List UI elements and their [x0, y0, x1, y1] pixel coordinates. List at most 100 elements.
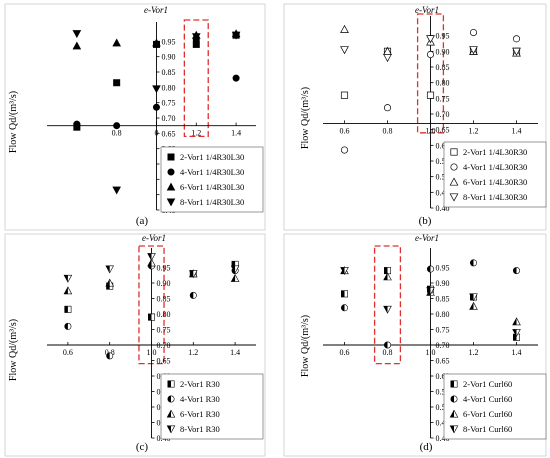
- data-point-d-s2-1: [340, 304, 348, 312]
- data-point-d-s3-2: [383, 272, 392, 281]
- legend-a: 2-Vor1 1/4R30L30 4-Vor1 1/4R30L30 6-Vor1 1…: [160, 146, 264, 213]
- legend-marker-b-2: [450, 163, 458, 171]
- y-tick-label-a: 0.85: [161, 68, 175, 77]
- y-axis-label-a: Flow Qd/(m³/s): [8, 91, 19, 153]
- data-point-c-s1-3: [148, 313, 156, 321]
- data-point-b-s2-3: [426, 50, 435, 59]
- data-point-c-s4-4: [188, 270, 198, 279]
- legend-label-a-1: 2-Vor1 1/4R30L30: [180, 152, 244, 162]
- legend-label-c-3: 6-Vor1 R30: [180, 409, 220, 419]
- legend-c: 2-Vor1 R30 4-Vor1 R30 6-Vor1 R30 8-Vor1 R30: [160, 373, 264, 440]
- x-tick-label-d: 0.8: [383, 348, 393, 357]
- data-point-a-s4-4: [191, 33, 201, 42]
- legend-label-d-2: 4-Vor1 Curl60: [463, 394, 512, 404]
- legend-label-c-1: 2-Vor1 R30: [180, 379, 220, 389]
- panel-c: e-Vor1 Flow Qd/(m³/s) (c) 0.400.450.500.…: [8, 233, 264, 453]
- data-point-a-s3-1: [72, 41, 82, 50]
- data-point-c-s3-5: [230, 273, 240, 282]
- panel-title-d: e-Vor1: [415, 233, 439, 243]
- data-point-b-s1-1: [340, 91, 349, 99]
- legend-marker-a-2: [167, 168, 175, 176]
- y-tick-label-d: 0.40: [436, 434, 450, 443]
- panel-frame-c: [4, 233, 266, 457]
- y-axis-label-c: Flow Qd/(m³/s): [8, 319, 19, 381]
- data-point-c-s2-4: [189, 291, 197, 299]
- legend-label-a-4: 8-Vor1 1/4R30L30: [180, 197, 244, 207]
- panel-label-c: (c): [136, 441, 149, 453]
- y-tick-label-b: 0.75: [436, 94, 450, 103]
- legend-b: 2-Vor1 1/4L30R30 4-Vor1 1/4L30R30 6-Vor1 1…: [443, 141, 547, 208]
- data-point-a-s4-5: [231, 31, 241, 40]
- panel-label-a: (a): [136, 215, 149, 227]
- data-point-b-s3-1: [340, 24, 349, 33]
- legend-d: 2-Vor1 Curl60 4-Vor1 Curl60 6-Vor1 Curl60 8…: [443, 373, 547, 440]
- legend-marker-c-1: [167, 380, 175, 388]
- y-tick-label-c: 0.75: [157, 326, 171, 335]
- legend-box-b: [443, 141, 547, 208]
- y-tick-label-b: 0.50: [436, 173, 450, 182]
- legend-marker-a-4: [166, 198, 176, 207]
- y-tick-label-d: 0.75: [436, 326, 450, 335]
- data-point-b-s2-2: [383, 104, 392, 112]
- y-tick-label-b: 0.45: [436, 188, 450, 197]
- y-tick-label-c: 0.70: [157, 341, 171, 350]
- panel-title-b: e-Vor1: [415, 5, 439, 15]
- data-point-a-s4-2: [112, 186, 121, 195]
- data-point-c-s4-2: [105, 265, 115, 274]
- data-point-a-s2-3: [152, 103, 160, 111]
- data-point-a-s3-2: [112, 38, 121, 47]
- data-point-d-s4-2: [383, 305, 392, 314]
- y-tick-label-c: 0.90: [157, 279, 171, 288]
- x-tick-label-c: 1.4: [230, 348, 240, 357]
- data-point-b-s1-3: [426, 91, 435, 99]
- legend-label-a-3: 6-Vor1 1/4R30L30: [180, 182, 244, 192]
- y-tick-label-d: 0.45: [436, 419, 450, 428]
- x-tick-label-b: 0.8: [383, 126, 393, 135]
- legend-label-b-1: 2-Vor1 1/4L30R30: [463, 147, 527, 157]
- panel-title-c: e-Vor1: [142, 233, 166, 243]
- y-tick-label-b: 0.60: [436, 141, 450, 150]
- legend-box-c: [160, 373, 264, 440]
- data-point-b-s2-4: [469, 28, 478, 37]
- y-tick-label-a: 0.75: [161, 99, 175, 108]
- data-point-b-s4-1: [340, 46, 349, 55]
- panel-frame-d: [283, 233, 547, 457]
- data-point-c-s3-2: [105, 278, 115, 287]
- y-tick-label-c: 0.85: [157, 295, 171, 304]
- y-tick-label-b: 0.55: [436, 157, 450, 166]
- data-point-d-s4-5: [512, 329, 521, 338]
- y-tick-label-a: 0.90: [161, 53, 175, 62]
- legend-marker-b-3: [449, 177, 459, 186]
- data-point-b-s4-2: [383, 54, 392, 63]
- legend-marker-d-3: [449, 409, 459, 418]
- y-tick-label-c: 0.65: [157, 357, 171, 366]
- legend-marker-d-1: [450, 380, 458, 388]
- panel-frame-b: [283, 3, 547, 231]
- y-tick-label-b: 0.70: [436, 110, 450, 119]
- x-tick-label-a: 1.2: [191, 129, 201, 138]
- x-tick-label-b: 1.2: [469, 126, 479, 135]
- data-point-d-s2-3: [426, 265, 434, 273]
- legend-marker-a-1: [167, 153, 175, 161]
- data-point-c-s3-1: [63, 286, 73, 295]
- y-tick-label-d: 0.85: [436, 295, 450, 304]
- data-point-b-s4-3: [426, 35, 435, 44]
- data-point-d-s4-3: [426, 287, 435, 296]
- y-tick-label-a: 0.70: [161, 114, 175, 123]
- y-tick-label-d: 0.60: [436, 372, 450, 381]
- x-tick-label-c: 1.0: [147, 348, 157, 357]
- x-tick-label-d: 1.2: [469, 348, 479, 357]
- legend-label-d-3: 6-Vor1 Curl60: [463, 409, 512, 419]
- legend-label-b-4: 8-Vor1 1/4L30R30: [463, 192, 527, 202]
- legend-marker-c-3: [166, 409, 176, 418]
- x-tick-label-a: 1.4: [231, 129, 241, 138]
- x-tick-label-d: 1.0: [426, 348, 436, 357]
- data-point-b-s2-5: [512, 35, 521, 43]
- y-tick-label-d: 0.50: [436, 403, 450, 412]
- data-point-c-s4-3: [147, 253, 156, 262]
- legend-marker-c-4: [166, 425, 176, 434]
- legend-label-b-2: 4-Vor1 1/4L30R30: [463, 162, 527, 172]
- y-tick-label-a: 0.65: [161, 129, 175, 138]
- data-point-b-s4-4: [469, 46, 478, 55]
